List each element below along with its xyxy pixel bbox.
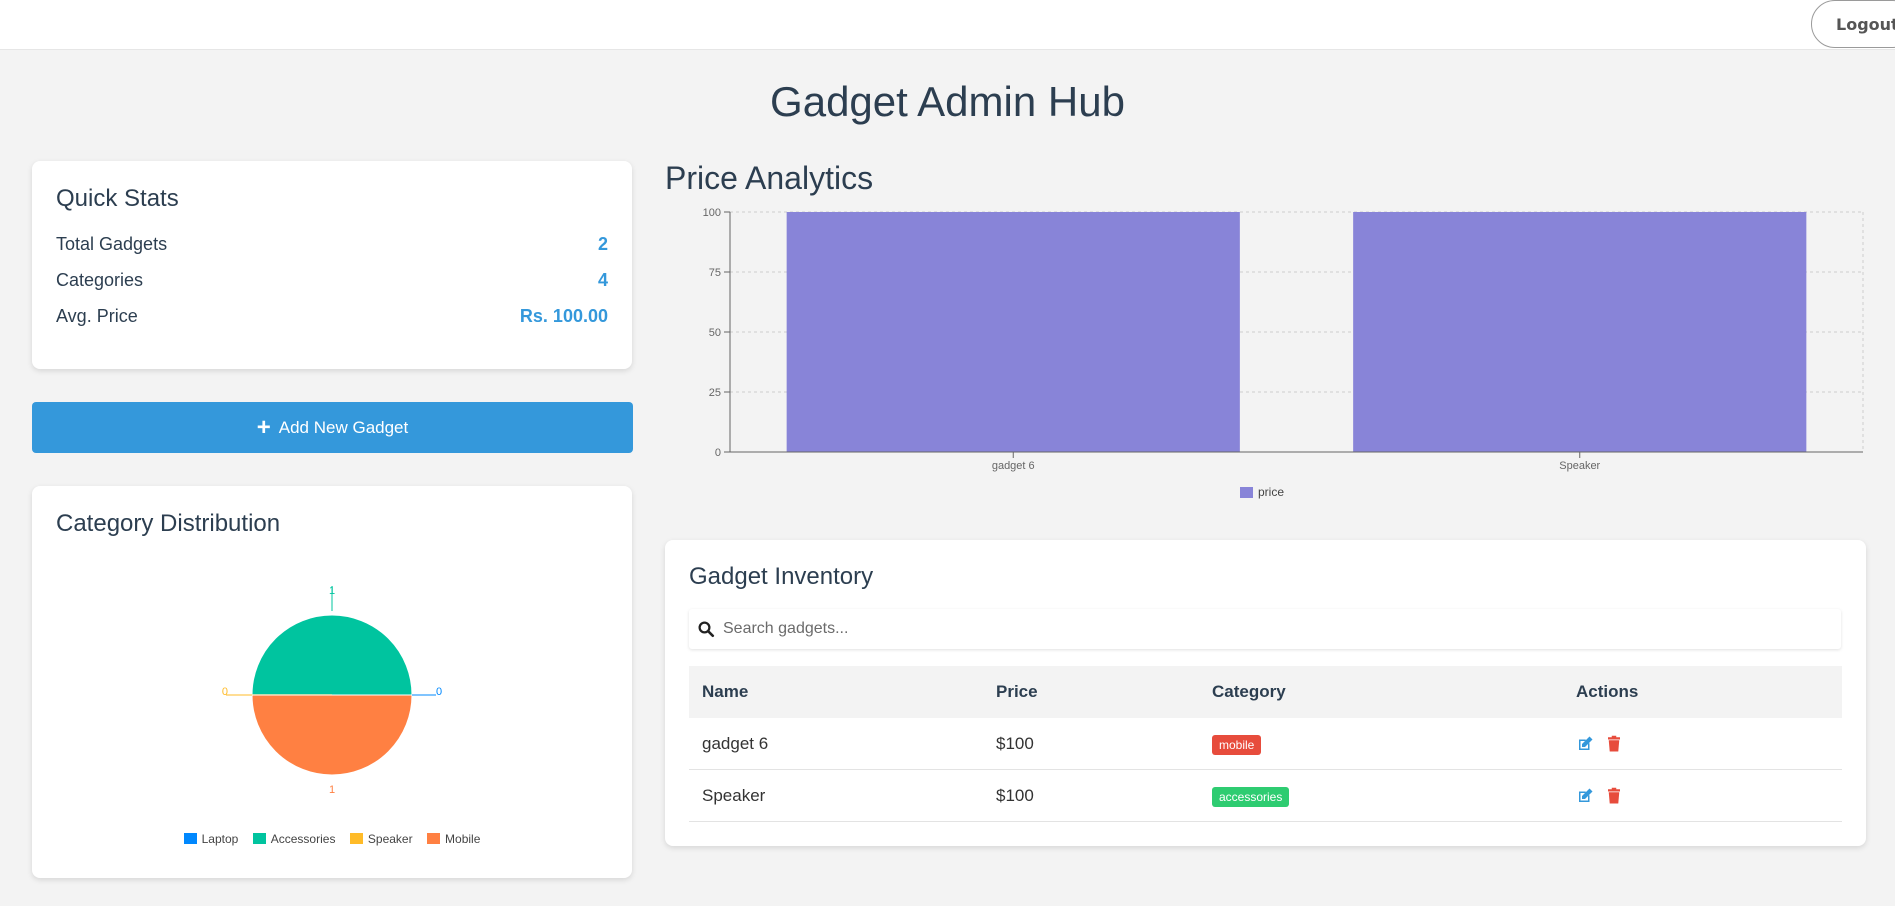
legend-label-price: price: [1258, 485, 1284, 499]
legend-item-laptop: Laptop: [183, 831, 239, 846]
legend-swatch-price: [1240, 487, 1253, 498]
legend-label: Accessories: [270, 831, 336, 846]
y-tick-label: 75: [709, 267, 721, 279]
category-distribution-card: Category Distribution 1 1 0 0 Laptop Acc…: [32, 486, 632, 878]
category-badge: mobile: [1212, 734, 1262, 755]
logout-button[interactable]: Logout: [1811, 0, 1895, 48]
price-analytics-title: Price Analytics: [665, 160, 874, 196]
cell-name: gadget 6: [689, 718, 983, 770]
pie-legend: Laptop Accessories Speaker Mobile: [32, 831, 632, 849]
cell-category: accessories: [1199, 769, 1563, 822]
cell-price: $100: [983, 769, 1199, 822]
category-badge: accessories: [1212, 786, 1290, 807]
legend-swatch: [252, 833, 266, 844]
category-pie-chart: 1 1 0 0: [222, 585, 442, 796]
legend-item-mobile: Mobile: [427, 832, 480, 846]
stat-row-total-gadgets: Total Gadgets 2: [56, 233, 608, 255]
table-row: Speaker $100 accessories: [689, 769, 1842, 822]
y-tick-label: 25: [709, 387, 721, 399]
legend-swatch: [349, 833, 363, 844]
add-new-gadget-button[interactable]: + Add New Gadget: [32, 402, 633, 453]
column-header-category: Category: [1199, 666, 1563, 718]
pie-label-mobile: 1: [329, 784, 335, 796]
edit-icon[interactable]: [1576, 787, 1594, 805]
stat-value: 2: [597, 233, 608, 254]
top-bar: Logout: [0, 0, 1895, 50]
trash-icon[interactable]: [1605, 787, 1623, 805]
column-header-name: Name: [689, 666, 983, 718]
legend-item-accessories: Accessories: [252, 831, 336, 846]
inventory-table: Name Price Category Actions gadget 6 $10…: [689, 666, 1842, 822]
legend-label: Mobile: [445, 831, 481, 846]
cell-category: mobile: [1199, 718, 1563, 770]
add-new-gadget-label: Add New Gadget: [278, 417, 409, 437]
bar-speaker: [1353, 212, 1807, 452]
legend-swatch: [183, 833, 197, 844]
pie-slice-accessories: [251, 614, 413, 696]
legend-label: Speaker: [367, 831, 413, 846]
price-bar-chart: 0 25 50 75 100 gadget 6 Speaker price: [703, 207, 1864, 499]
legend-item-speaker: Speaker: [349, 831, 413, 846]
table-row: gadget 6 $100 mobile: [689, 718, 1842, 770]
trash-icon[interactable]: [1605, 735, 1623, 753]
search-input[interactable]: [721, 619, 1825, 639]
pie-label-speaker: 0: [222, 686, 228, 698]
bar-gadget-6: [786, 212, 1240, 452]
quick-stats-card: Quick Stats Total Gadgets 2 Categories 4…: [32, 161, 632, 369]
y-tick-label: 100: [703, 207, 721, 219]
pie-label-accessories: 1: [329, 585, 335, 597]
stat-label: Categories: [56, 269, 144, 290]
legend-label: Laptop: [201, 831, 239, 846]
table-header-row: Name Price Category Actions: [689, 666, 1842, 718]
gadget-inventory-card: Gadget Inventory Name Price Category Act…: [665, 540, 1866, 846]
search-icon: [698, 621, 715, 638]
y-tick-label: 0: [715, 447, 721, 459]
edit-icon[interactable]: [1576, 735, 1594, 753]
gadget-inventory-title: Gadget Inventory: [689, 563, 874, 590]
x-tick-label: gadget 6: [992, 460, 1035, 472]
stat-label: Avg. Price: [56, 305, 138, 326]
legend-swatch: [427, 833, 441, 844]
y-tick-label: 50: [709, 327, 721, 339]
cell-actions: [1563, 718, 1842, 770]
page-title: Gadget Admin Hub: [770, 78, 1125, 125]
stat-value: Rs. 100.00: [519, 305, 608, 326]
x-tick-label: Speaker: [1559, 460, 1600, 472]
pie-label-laptop: 0: [436, 686, 442, 698]
column-header-price: Price: [983, 666, 1199, 718]
cell-price: $100: [983, 718, 1199, 770]
quick-stats-title: Quick Stats: [56, 185, 179, 212]
category-distribution-title: Category Distribution: [56, 510, 281, 537]
stat-row-avg-price: Avg. Price Rs. 100.00: [56, 305, 608, 327]
cell-actions: [1563, 769, 1842, 822]
stat-label: Total Gadgets: [56, 233, 168, 254]
stat-value: 4: [597, 269, 608, 290]
plus-icon: +: [256, 413, 271, 441]
column-header-actions: Actions: [1563, 666, 1842, 718]
stat-row-categories: Categories 4: [56, 269, 608, 291]
search-bar[interactable]: [689, 609, 1841, 649]
bar-legend: price: [1240, 485, 1284, 499]
cell-name: Speaker: [689, 769, 983, 822]
